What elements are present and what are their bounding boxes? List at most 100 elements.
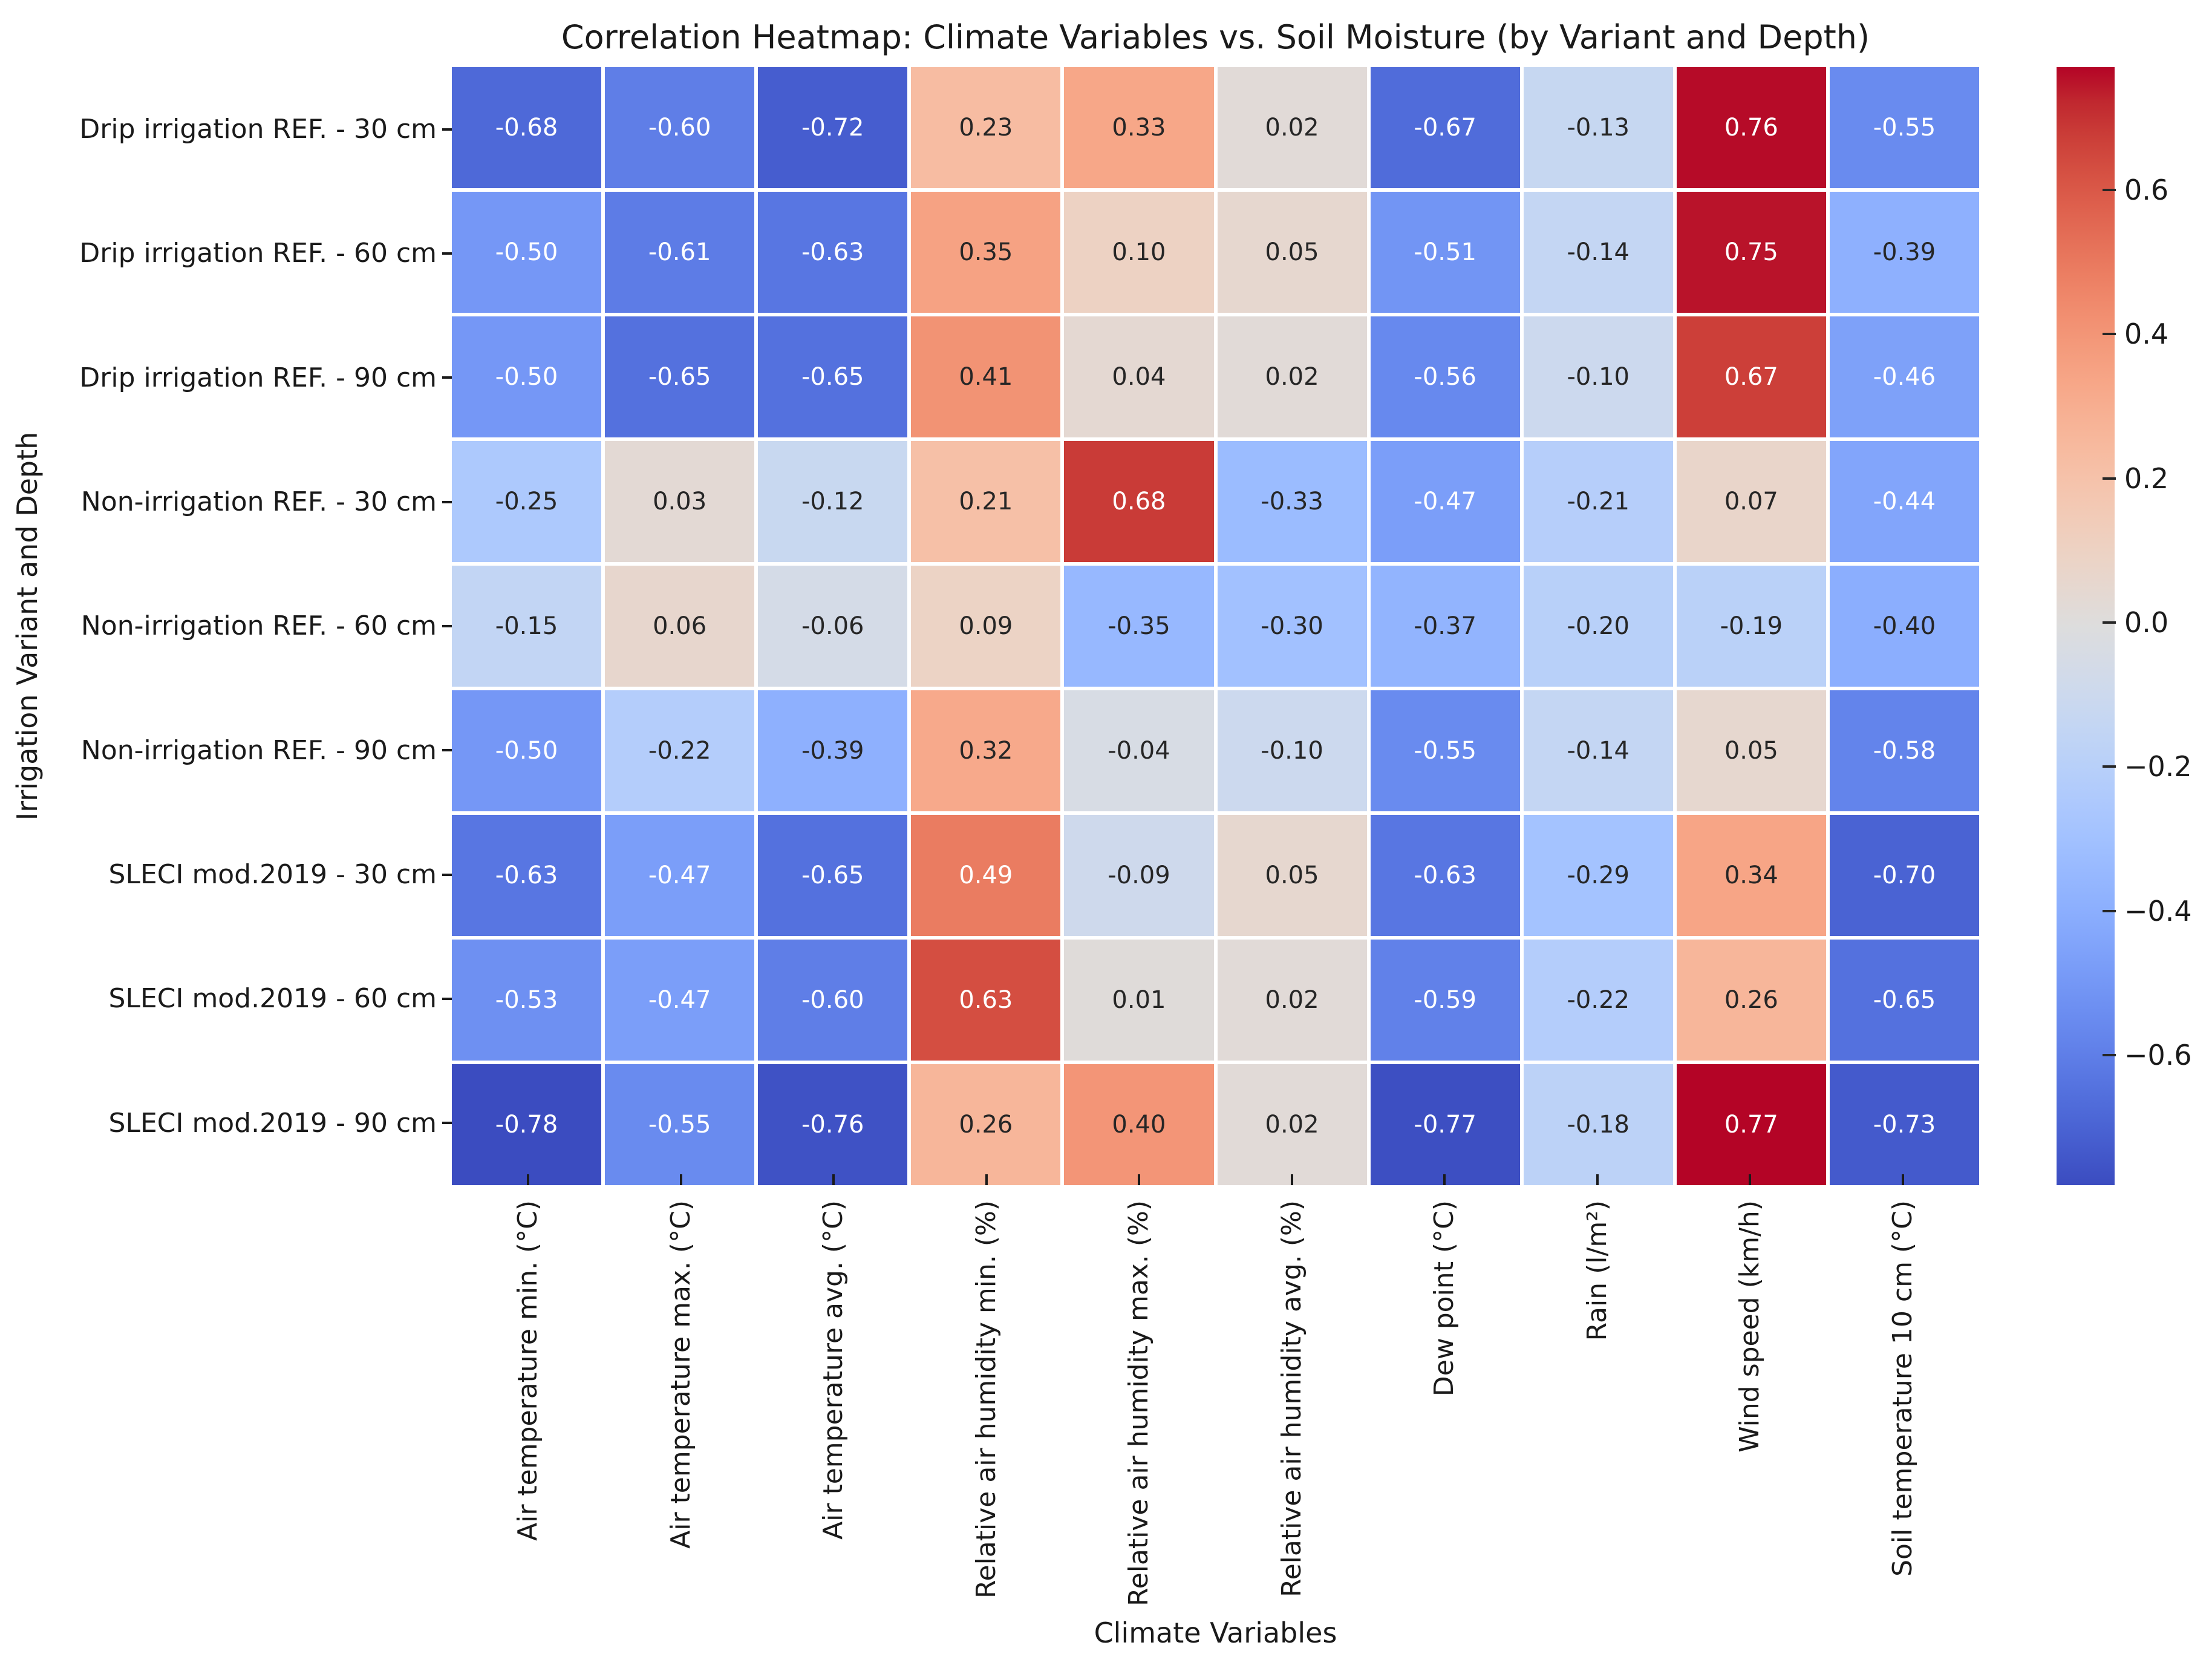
y-tick-label: SLECI mod.2019 - 90 cm bbox=[108, 1107, 437, 1139]
heatmap-cell: -0.65 bbox=[1829, 940, 1979, 1061]
colorbar-ticks: 0.6 0.4 0.2 0.0 −0.2 −0.4 −0.6 bbox=[2057, 67, 2208, 1185]
heatmap-cell: -0.67 bbox=[1370, 67, 1520, 188]
y-tick-mark bbox=[442, 873, 453, 876]
heatmap-cell: 0.26 bbox=[911, 1064, 1061, 1185]
colorbar-tick-label: −0.6 bbox=[2124, 1039, 2192, 1072]
x-tick-label: Air temperature max. (°C) bbox=[665, 1200, 696, 1549]
y-tick-marks bbox=[442, 67, 453, 1185]
heatmap-cell: -0.58 bbox=[1829, 690, 1979, 811]
colorbar-tick-mark bbox=[2103, 1054, 2116, 1057]
heatmap-cell: 0.21 bbox=[911, 441, 1061, 562]
colorbar-gradient bbox=[2057, 67, 2115, 1185]
y-tick-label: SLECI mod.2019 - 30 cm bbox=[108, 859, 437, 891]
heatmap-cell: 0.35 bbox=[911, 192, 1061, 313]
x-tick-label: Soil temperature 10 cm (°C) bbox=[1887, 1200, 1918, 1577]
heatmap-cell: -0.39 bbox=[758, 690, 908, 811]
colorbar-tick-label: 0.0 bbox=[2124, 606, 2169, 639]
heatmap-cell: -0.37 bbox=[1370, 566, 1520, 687]
heatmap-cell: 0.02 bbox=[1217, 67, 1367, 188]
heatmap-cell: 0.09 bbox=[911, 566, 1061, 687]
heatmap-cell: -0.65 bbox=[758, 316, 908, 437]
heatmap-cell: -0.59 bbox=[1370, 940, 1520, 1061]
heatmap-cell: -0.10 bbox=[1217, 690, 1367, 811]
heatmap-cell: 0.41 bbox=[911, 316, 1061, 437]
colorbar-tick-label: 0.6 bbox=[2124, 173, 2169, 206]
heatmap-cell: -0.73 bbox=[1829, 1064, 1979, 1185]
heatmap-cell: -0.63 bbox=[452, 815, 602, 936]
heatmap-cell: -0.76 bbox=[758, 1064, 908, 1185]
x-tick-mark bbox=[1901, 1174, 1904, 1185]
heatmap-cell: -0.47 bbox=[605, 815, 755, 936]
x-tick-label: Dew point (°C) bbox=[1429, 1200, 1460, 1397]
colorbar-tick-label: −0.4 bbox=[2124, 894, 2192, 927]
x-tick-label: Air temperature avg. (°C) bbox=[818, 1200, 849, 1540]
heatmap-cell: -0.50 bbox=[452, 192, 602, 313]
heatmap-cell: -0.04 bbox=[1064, 690, 1214, 811]
heatmap-cell: -0.22 bbox=[1523, 940, 1673, 1061]
heatmap-cell: 0.01 bbox=[1064, 940, 1214, 1061]
heatmap-cell: -0.50 bbox=[452, 690, 602, 811]
colorbar-tick-label: 0.2 bbox=[2124, 462, 2169, 495]
heatmap-cell: -0.47 bbox=[1370, 441, 1520, 562]
colorbar-tick-mark bbox=[2103, 477, 2116, 480]
x-tick-mark bbox=[1443, 1174, 1446, 1185]
colorbar-tick-mark bbox=[2103, 333, 2116, 336]
x-tick-label: Relative air humidity avg. (%) bbox=[1276, 1200, 1307, 1598]
heatmap-cell: 0.26 bbox=[1676, 940, 1826, 1061]
heatmap-cell: -0.47 bbox=[605, 940, 755, 1061]
heatmap-cell: -0.21 bbox=[1523, 441, 1673, 562]
heatmap-cell: -0.65 bbox=[758, 815, 908, 936]
heatmap-cell: 0.68 bbox=[1064, 441, 1214, 562]
heatmap-cell: -0.10 bbox=[1523, 316, 1673, 437]
heatmap-cell: -0.39 bbox=[1829, 192, 1979, 313]
y-tick-mark bbox=[442, 376, 453, 379]
heatmap-cell: 0.05 bbox=[1217, 192, 1367, 313]
heatmap-cell: -0.18 bbox=[1523, 1064, 1673, 1185]
heatmap-cell: 0.03 bbox=[605, 441, 755, 562]
x-tick-label: Air temperature min. (°C) bbox=[512, 1200, 544, 1541]
heatmap-cell: 0.02 bbox=[1217, 940, 1367, 1061]
heatmap-cell: -0.56 bbox=[1370, 316, 1520, 437]
heatmap-cell: 0.10 bbox=[1064, 192, 1214, 313]
heatmap-cell: -0.63 bbox=[1370, 815, 1520, 936]
y-tick-labels: Drip irrigation REF. - 30 cm Drip irrigat… bbox=[0, 67, 437, 1185]
y-tick-mark bbox=[442, 625, 453, 627]
heatmap-cell: -0.60 bbox=[605, 67, 755, 188]
colorbar-tick-mark bbox=[2103, 909, 2116, 912]
heatmap-cell: 0.04 bbox=[1064, 316, 1214, 437]
chart-title: Correlation Heatmap: Climate Variables v… bbox=[561, 18, 1870, 56]
heatmap-cell: -0.65 bbox=[605, 316, 755, 437]
heatmap-cell: -0.40 bbox=[1829, 566, 1979, 687]
heatmap-cell: -0.51 bbox=[1370, 192, 1520, 313]
x-tick-mark bbox=[527, 1174, 530, 1185]
heatmap-cell: -0.22 bbox=[605, 690, 755, 811]
heatmap-cell: -0.55 bbox=[1829, 67, 1979, 188]
y-tick-mark bbox=[442, 1122, 453, 1125]
x-tick-labels: Air temperature min. (°C) Air temperature… bbox=[452, 1200, 1979, 1612]
heatmap-cell: -0.15 bbox=[452, 566, 602, 687]
heatmap-cell: -0.29 bbox=[1523, 815, 1673, 936]
heatmap-cell: -0.70 bbox=[1829, 815, 1979, 936]
heatmap-cell: -0.12 bbox=[758, 441, 908, 562]
heatmap-grid: -0.68 -0.60 -0.72 0.23 0.33 0.02 -0.67 -0.13 0.7… bbox=[452, 67, 1979, 1185]
y-tick-label: SLECI mod.2019 - 60 cm bbox=[108, 983, 437, 1015]
heatmap-cell: 0.05 bbox=[1217, 815, 1367, 936]
heatmap-cell: 0.06 bbox=[605, 566, 755, 687]
colorbar-tick-label: −0.2 bbox=[2124, 750, 2192, 783]
heatmap-cell: -0.77 bbox=[1370, 1064, 1520, 1185]
y-tick-mark bbox=[442, 252, 453, 255]
y-tick-label: Non-irrigation REF. - 60 cm bbox=[80, 610, 437, 642]
x-tick-label: Relative air humidity max. (%) bbox=[1123, 1200, 1155, 1606]
heatmap-cell: 0.07 bbox=[1676, 441, 1826, 562]
x-tick-label: Rain (l/m²) bbox=[1581, 1200, 1613, 1341]
x-tick-mark bbox=[832, 1174, 835, 1185]
y-tick-mark bbox=[442, 500, 453, 503]
heatmap-cell: -0.09 bbox=[1064, 815, 1214, 936]
heatmap-cell: 0.75 bbox=[1676, 192, 1826, 313]
heatmap-cell: 0.67 bbox=[1676, 316, 1826, 437]
x-tick-mark bbox=[1290, 1174, 1293, 1185]
heatmap-cell: -0.60 bbox=[758, 940, 908, 1061]
y-tick-label: Non-irrigation REF. - 90 cm bbox=[80, 734, 437, 766]
heatmap-cell: -0.55 bbox=[605, 1064, 755, 1185]
